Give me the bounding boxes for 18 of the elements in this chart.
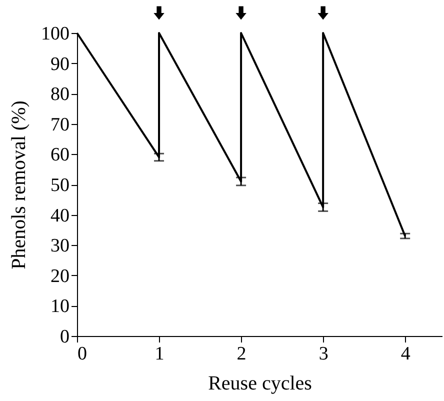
y-tick-label: 90 — [50, 54, 70, 75]
y-axis-title: Phenols removal (%) — [8, 100, 30, 270]
y-tick-label: 50 — [50, 175, 70, 196]
y-tick-label: 30 — [50, 236, 70, 257]
y-tick-label: 70 — [50, 114, 70, 136]
x-tick-label: 4 — [400, 344, 411, 364]
y-tick-label: 10 — [50, 296, 70, 318]
y-tick-label: 40 — [50, 205, 70, 226]
y-tick-label: 60 — [50, 144, 70, 166]
x-tick-label: 3 — [318, 344, 328, 364]
x-tick-label: 2 — [236, 344, 246, 364]
x-tick-label: 1 — [154, 344, 164, 364]
x-tick-label: 0 — [78, 344, 87, 364]
y-tick-label: 100 — [41, 24, 70, 44]
y-tick-label: 20 — [50, 266, 70, 287]
y-tick-label: 0 — [60, 326, 70, 348]
x-axis-title: Reuse cycles — [208, 372, 312, 394]
y-tick-label: 80 — [50, 84, 70, 106]
